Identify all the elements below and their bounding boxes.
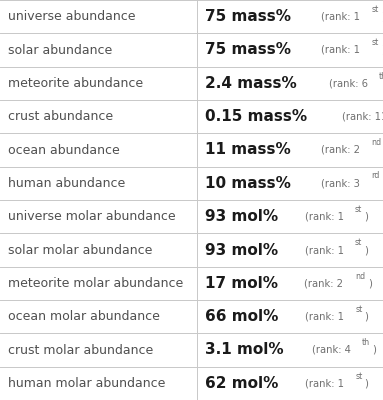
Text: st: st [355,305,362,314]
Text: ): ) [365,312,368,322]
Text: ): ) [364,245,368,255]
Text: 75 mass%: 75 mass% [205,42,291,58]
Text: (rank: 2: (rank: 2 [321,145,360,155]
Text: ): ) [381,12,383,22]
Text: ocean abundance: ocean abundance [8,144,120,156]
Text: (rank: 3: (rank: 3 [321,178,360,188]
Text: ): ) [364,212,368,222]
Text: ): ) [382,178,383,188]
Text: ocean molar abundance: ocean molar abundance [8,310,160,323]
Text: st: st [372,5,379,14]
Text: (rank: 1: (rank: 1 [305,378,344,388]
Text: nd: nd [371,138,381,147]
Text: 2.4 mass%: 2.4 mass% [205,76,297,91]
Text: meteorite abundance: meteorite abundance [8,77,143,90]
Text: ): ) [381,45,383,55]
Text: 66 mol%: 66 mol% [205,309,278,324]
Text: st: st [355,238,362,247]
Text: st: st [372,38,379,47]
Text: solar abundance: solar abundance [8,44,112,56]
Text: (rank: 2: (rank: 2 [304,278,344,288]
Text: 93 mol%: 93 mol% [205,209,278,224]
Text: universe molar abundance: universe molar abundance [8,210,176,223]
Text: universe abundance: universe abundance [8,10,136,23]
Text: (rank: 1: (rank: 1 [321,12,360,22]
Text: 62 mol%: 62 mol% [205,376,278,391]
Text: (rank: 1: (rank: 1 [304,212,344,222]
Text: crust molar abundance: crust molar abundance [8,344,153,356]
Text: ): ) [372,345,376,355]
Text: (rank: 1: (rank: 1 [304,245,344,255]
Text: 17 mol%: 17 mol% [205,276,278,291]
Text: human abundance: human abundance [8,177,125,190]
Text: ): ) [365,378,368,388]
Text: ): ) [368,278,372,288]
Text: 0.15 mass%: 0.15 mass% [205,109,308,124]
Text: 75 mass%: 75 mass% [205,9,291,24]
Text: th: th [379,72,383,80]
Text: meteorite molar abundance: meteorite molar abundance [8,277,183,290]
Text: 93 mol%: 93 mol% [205,242,278,258]
Text: 11 mass%: 11 mass% [205,142,291,158]
Text: (rank: 1: (rank: 1 [321,45,360,55]
Text: crust abundance: crust abundance [8,110,113,123]
Text: (rank: 1: (rank: 1 [305,312,344,322]
Text: (rank: 11: (rank: 11 [342,112,383,122]
Text: st: st [355,372,362,380]
Text: th: th [362,338,370,347]
Text: human molar abundance: human molar abundance [8,377,165,390]
Text: (rank: 6: (rank: 6 [329,78,368,88]
Text: 3.1 mol%: 3.1 mol% [205,342,284,358]
Text: rd: rd [371,172,380,180]
Text: solar molar abundance: solar molar abundance [8,244,152,256]
Text: nd: nd [355,272,365,280]
Text: 10 mass%: 10 mass% [205,176,291,191]
Text: (rank: 4: (rank: 4 [312,345,350,355]
Text: st: st [355,205,362,214]
